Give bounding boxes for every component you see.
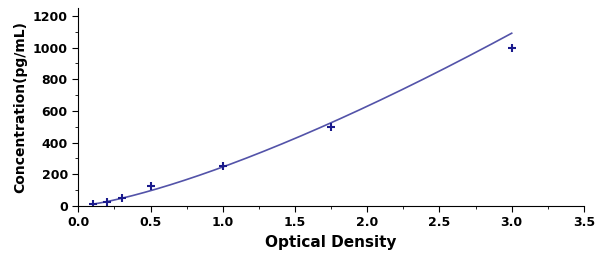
X-axis label: Optical Density: Optical Density xyxy=(265,235,397,250)
Y-axis label: Concentration(pg/mL): Concentration(pg/mL) xyxy=(13,21,27,193)
